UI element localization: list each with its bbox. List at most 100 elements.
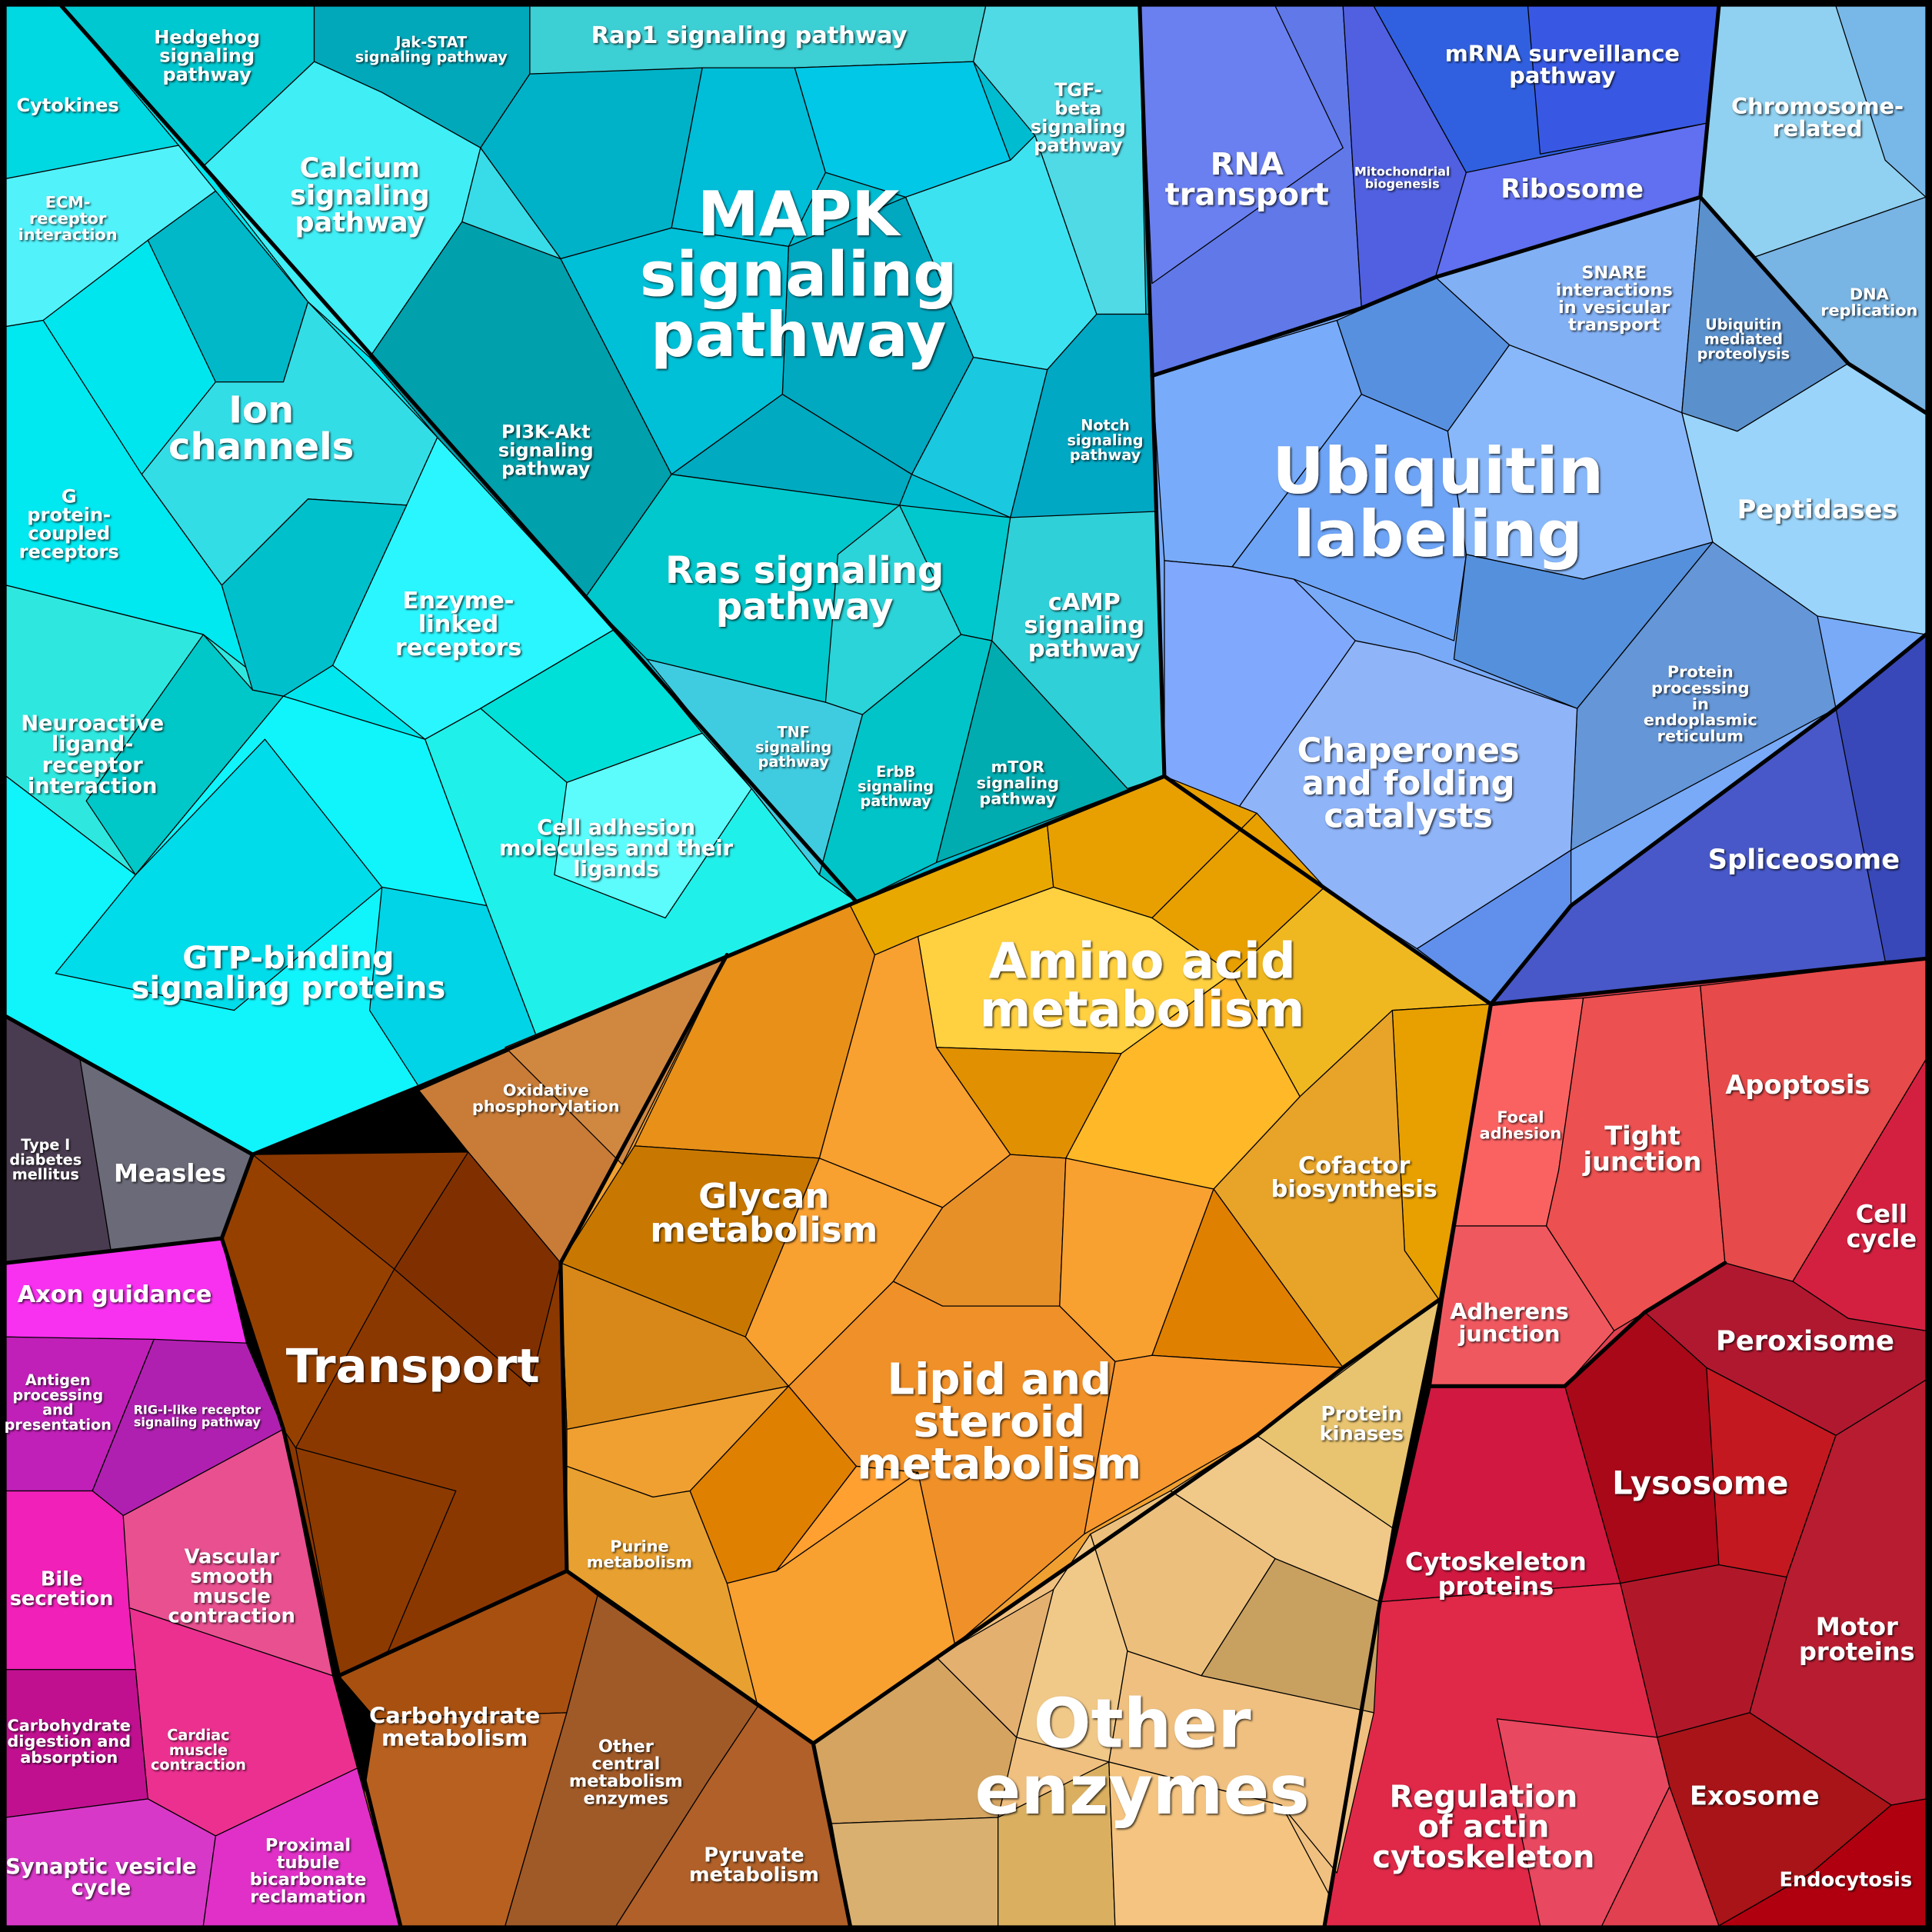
label-line: Ubiquitin [1705,315,1781,333]
label-line: MAPK [698,178,901,250]
region-label: Axon guidance [18,1281,212,1308]
label-line: Protein [1667,663,1734,681]
label-line: Neuroactive [21,711,164,735]
region-label: GTP-binding signaling proteins [132,941,446,1006]
region-label: RNA transport [1165,147,1329,212]
region-label: Glycan metabolism [650,1176,878,1251]
label-line: pathway [1509,62,1616,88]
label-line: Rap1 signaling pathway [591,22,908,49]
label-line: mTOR [991,758,1044,776]
label-line: steroid [913,1397,1085,1447]
label-line: tubule [277,1853,340,1873]
region-label: DNA replication [1820,285,1917,320]
region-label: SNARE interactions in vesicular transport [1556,263,1673,335]
region-label: Synaptic vesicle cycle [5,1855,196,1900]
region-label: Endocytosis [1779,1868,1912,1891]
label-line: of actin [1417,1810,1549,1845]
label-line: signaling [755,738,831,756]
label-line: pathway [651,299,946,371]
region-label: Cell cycle [1847,1200,1917,1254]
label-line: muscle [192,1585,271,1608]
region-label: Peptidases [1737,495,1898,525]
label-line: ECM- [45,193,91,212]
group-border [336,1569,569,1678]
label-line: Calcium [300,153,420,185]
label-line: labeling [1293,497,1583,571]
cell [935,640,1165,864]
label-line: mellitus [12,1166,79,1184]
label-line: Hedgehog [154,27,260,48]
label-line: Axon guidance [18,1281,212,1308]
region-label: ErbB signaling pathway [858,763,934,810]
region-label: Motor proteins [1799,1612,1915,1666]
label-line: Measles [114,1159,226,1188]
region-label: Measles [114,1159,226,1188]
region-label: Transport [286,1339,540,1394]
region-label: Tight junction [1582,1121,1702,1177]
label-line: signaling [640,238,958,310]
label-line: TGF- [1054,79,1102,101]
label-line: signaling proteins [132,971,446,1006]
label-line: biosynthesis [1271,1176,1437,1203]
label-line: junction [1582,1147,1702,1177]
label-line: cAMP [1048,589,1121,616]
region-label: Spliceosome [1708,844,1900,875]
label-line: Amino acid [988,934,1295,991]
region-label: Carbohydrate metabolism [369,1702,540,1750]
label-line: Cell adhesion [537,816,695,840]
cells [5,5,1927,1927]
label-line: pathway [979,790,1056,808]
label-line: Chaperones [1297,731,1520,770]
region-label: Ion channels [168,389,354,468]
region-label: Focal adhesion [1480,1108,1562,1143]
label-line: signaling pathway [355,48,508,66]
label-line: signaling [1031,116,1126,138]
cell [1496,1718,1671,1927]
region-label: Proximal tubule bicarbonate reclamation [250,1835,367,1907]
region-label: Other enzymes [974,1684,1309,1829]
label-line: Transport [286,1339,540,1394]
label-line: metabolism [857,1439,1141,1489]
label-line: pathway [162,64,251,85]
label-line: endoplasmic [1644,711,1757,729]
label-line: biogenesis [1365,176,1440,191]
region-label: Peroxisome [1716,1326,1894,1357]
label-line: Exosome [1690,1780,1820,1810]
label-line: metabolism [689,1864,819,1887]
label-line: signaling [498,439,594,461]
label-line: enzymes [583,1788,668,1808]
group-border [1150,4,1721,378]
region-label: Enzyme-linked receptors [395,588,522,661]
label-line: RNA [1211,147,1284,182]
region-label: Lysosome [1612,1464,1788,1501]
label-line: Oxidative [503,1081,589,1100]
label-line: signaling [977,774,1059,792]
label-line: Endocytosis [1779,1868,1912,1891]
label-line: Type I [21,1136,70,1154]
label-line: interactions [1556,281,1673,301]
region-label: Cell adhesion molecules and their ligands [499,816,734,881]
label-line: ligand- [52,733,134,757]
label-line: mediated [1704,330,1783,348]
label-line: Cell [1856,1200,1907,1229]
label-line: mRNA surveillance [1445,40,1680,66]
group-border [811,1297,1441,1746]
region-label: Protein processing in endoplasmic reticulum [1644,663,1757,745]
label-line: absorption [20,1748,118,1767]
label-line: Glycan [698,1176,829,1217]
region-label: mTOR signaling pathway [977,758,1059,808]
cell [1108,1651,1374,1874]
label-line: kinases [1320,1422,1404,1445]
label-line: proteins [1799,1637,1915,1666]
label-line: Cofactor [1298,1153,1410,1180]
region-label: Other central metabolism enzymes [569,1737,683,1808]
label-line: Apoptosis [1725,1070,1870,1100]
region-label: Oxidative phosphorylation [472,1081,620,1116]
cell [505,954,728,1165]
label-line: Proximal [265,1835,351,1855]
region-label: Pyruvate metabolism [689,1844,819,1887]
label-line: pathway [1070,446,1141,464]
label-line: signaling [290,180,430,212]
